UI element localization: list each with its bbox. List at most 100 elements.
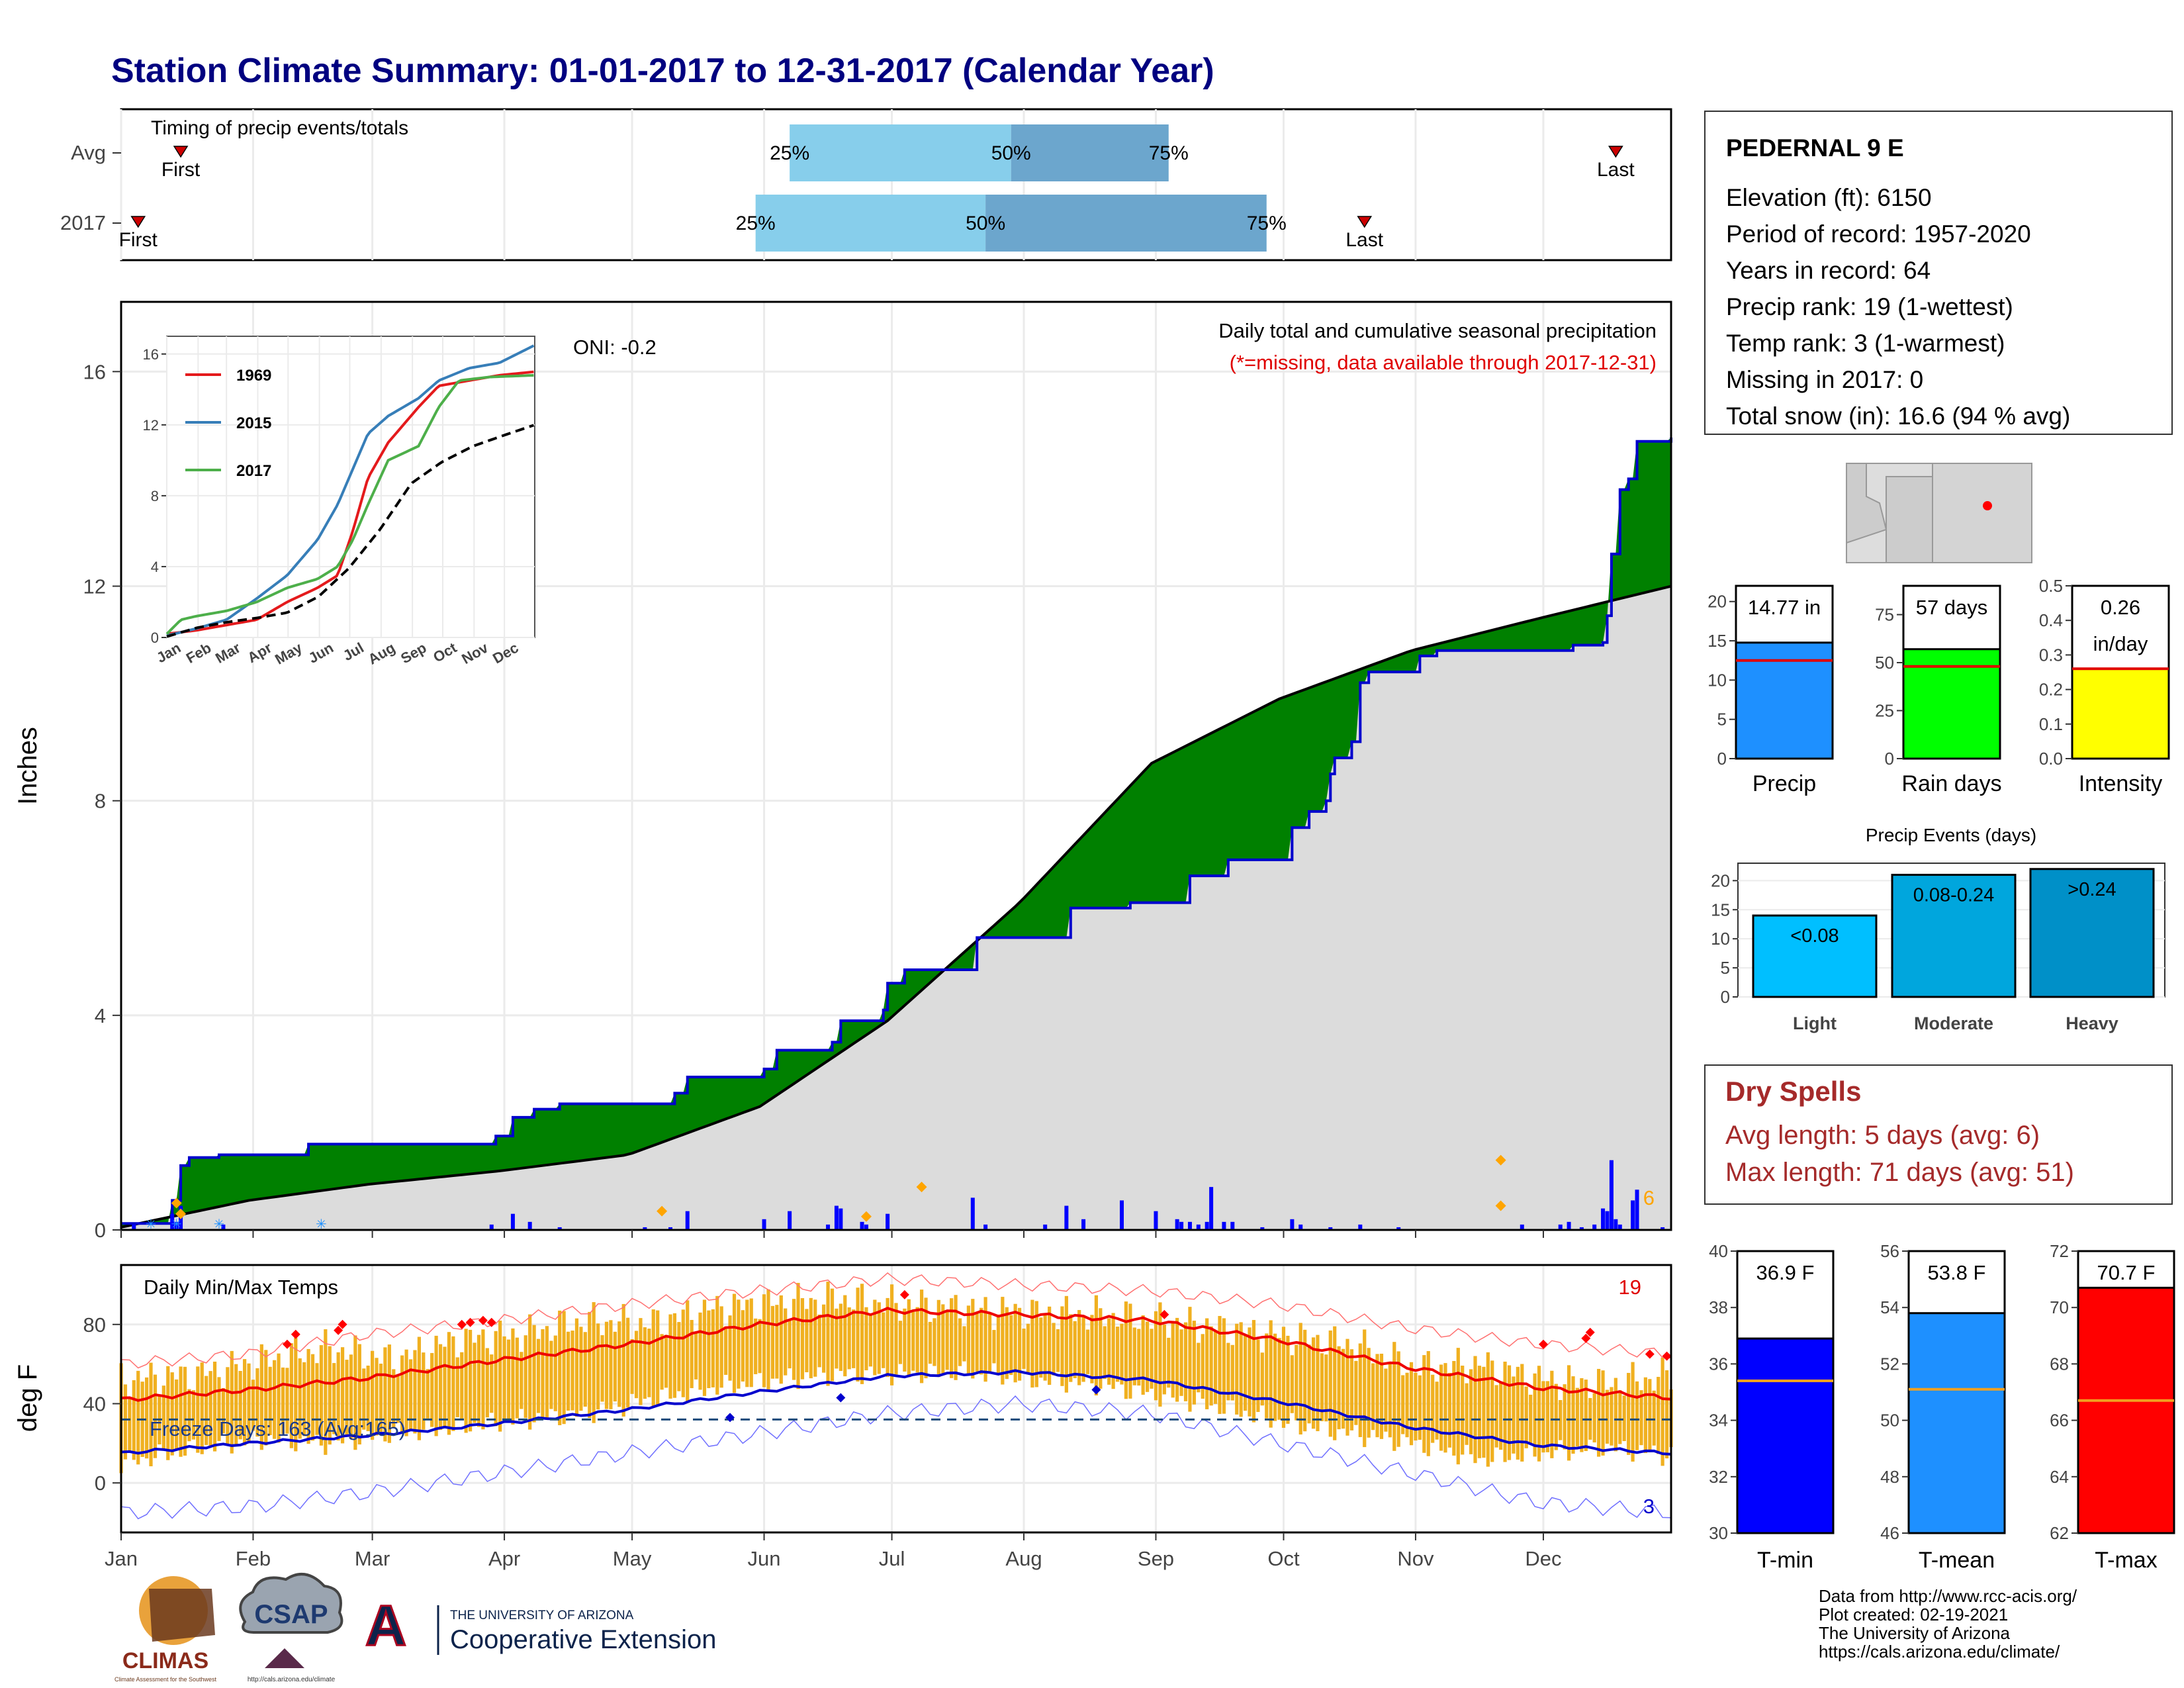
daily-temp-bar xyxy=(1218,1315,1222,1415)
daily-precip-bar xyxy=(132,1224,136,1230)
daily-temp-bar xyxy=(183,1366,187,1456)
daily-temp-bar xyxy=(915,1307,919,1373)
daily-temp-bar xyxy=(285,1368,289,1434)
daily-temp-bar xyxy=(639,1318,643,1405)
daily-temp-bar xyxy=(1060,1306,1064,1386)
daily-precip-bar xyxy=(1661,1227,1665,1230)
daily-temp-bar xyxy=(737,1299,741,1389)
daily-temp-bar xyxy=(1631,1362,1635,1462)
daily-temp-bar xyxy=(1499,1382,1503,1450)
daily-temp-bar xyxy=(954,1295,958,1380)
daily-precip-bar xyxy=(1222,1221,1226,1230)
daily-precip-bar xyxy=(1592,1224,1597,1230)
daily-temp-bar xyxy=(226,1367,230,1445)
daily-temp-bar xyxy=(460,1352,464,1420)
daily-temp-bar xyxy=(707,1310,711,1389)
temp-summary-y-tick-label: 38 xyxy=(1709,1297,1728,1317)
station-info-line: Years in record: 64 xyxy=(1726,257,1931,284)
missing-data-marker xyxy=(171,1197,182,1209)
climas-wordmark: CLIMAS xyxy=(122,1648,208,1673)
daily-temp-bar xyxy=(882,1312,886,1368)
daily-temp-bar xyxy=(1222,1318,1226,1414)
daily-temp-bar xyxy=(681,1309,685,1397)
daily-temp-bar xyxy=(468,1329,473,1432)
station-location-marker xyxy=(1983,501,1992,510)
daily-temp-bar xyxy=(387,1344,391,1443)
daily-temp-bar xyxy=(911,1310,915,1371)
daily-temp-bar xyxy=(319,1345,324,1446)
daily-temp-bar xyxy=(490,1354,494,1413)
summary-bar-y-tick-label: 15 xyxy=(1707,631,1727,651)
precip-events-title: Precip Events (days) xyxy=(1866,825,2036,845)
daily-temp-bar xyxy=(749,1298,753,1387)
daily-temp-bar xyxy=(1162,1325,1166,1395)
daily-temp-bar xyxy=(766,1289,770,1389)
daily-temp-bar xyxy=(1388,1362,1392,1438)
daily-temp-bar xyxy=(621,1303,625,1417)
timing-panel: Timing of precip events/totals Avg 25% 50%… xyxy=(60,108,1672,261)
events-y-tick-label: 20 xyxy=(1711,870,1730,890)
daily-precip-bar xyxy=(1230,1221,1235,1230)
daily-temp-bar xyxy=(1150,1329,1154,1389)
temp-summary-y-tick-label: 66 xyxy=(2050,1411,2069,1430)
daily-precip-bar xyxy=(1043,1224,1048,1230)
daily-temp-bar xyxy=(1167,1337,1171,1388)
daily-temp-bar xyxy=(847,1307,851,1370)
snow-marker-icon: ✳ xyxy=(214,1217,225,1232)
daily-precip-bar xyxy=(1179,1221,1184,1230)
summary-bar-category: Rain days xyxy=(1901,771,2001,796)
temp-y-tick-label: 40 xyxy=(83,1392,106,1415)
inset-series-line xyxy=(166,344,535,637)
events-bar xyxy=(1891,874,2017,998)
daily-precip-bar xyxy=(864,1224,868,1230)
daily-temp-bar xyxy=(1447,1372,1452,1448)
temp-summary-y-tick-label: 30 xyxy=(1709,1523,1728,1543)
cold-count: 3 xyxy=(1643,1495,1655,1518)
daily-temp-bar xyxy=(1171,1323,1175,1398)
missing-data-marker xyxy=(860,1211,872,1222)
daily-temp-bar xyxy=(1639,1390,1643,1446)
daily-temp-bar xyxy=(413,1350,417,1434)
csap-logo: CSAP http://cals.arizona.edu/climate xyxy=(239,1573,343,1683)
daily-temp-bar xyxy=(234,1364,238,1445)
record-high-marker xyxy=(1585,1327,1595,1337)
temp-summary-y-tick-label: 34 xyxy=(1709,1411,1728,1430)
timing-bar-q50-q75 xyxy=(1011,124,1169,181)
summary-bar-fill xyxy=(1735,641,1834,760)
daily-precip-bar xyxy=(1205,1221,1209,1230)
events-category: Moderate xyxy=(1914,1013,1993,1033)
daily-temp-bar xyxy=(1048,1306,1052,1385)
daily-temp-bar xyxy=(1183,1322,1188,1401)
daily-temp-bar xyxy=(613,1331,617,1402)
daily-precip-bar xyxy=(1614,1219,1618,1230)
daily-temp-bar xyxy=(579,1327,583,1411)
daily-temp-bar xyxy=(690,1319,694,1389)
precip-y-tick-label: 0 xyxy=(95,1219,106,1242)
daily-temp-bar xyxy=(294,1337,298,1452)
events-y-tick-label: 10 xyxy=(1711,929,1730,949)
cumulative-2017-line xyxy=(121,438,1672,1225)
precip-panel: ✳ ✳ ✳ ✳ Daily total and cumulative seasonal… xyxy=(13,301,1672,1242)
daily-temp-bar xyxy=(447,1332,451,1435)
temp-ylabel: deg F xyxy=(13,1364,42,1432)
temp-summary-y-tick-label: 72 xyxy=(2050,1241,2069,1261)
station-name: PEDERNAL 9 E xyxy=(1726,134,1904,162)
station-box: PEDERNAL 9 E Elevation (ft): 6150 Period … xyxy=(1704,111,2173,435)
timing-bar-q50-q75 xyxy=(985,195,1267,252)
daily-temp-bar xyxy=(719,1306,723,1388)
daily-precip-bar xyxy=(1154,1211,1158,1230)
daily-temp-bar xyxy=(558,1310,562,1426)
daily-temp-bar xyxy=(340,1347,345,1444)
map-state-az xyxy=(1886,476,1933,563)
temp-summary-category: T-min xyxy=(1757,1548,1813,1573)
daily-temp-bar xyxy=(1205,1318,1209,1409)
daily-temp-bar xyxy=(715,1295,719,1395)
daily-temp-bar xyxy=(741,1310,745,1382)
daily-temp-bar xyxy=(221,1387,226,1434)
daily-precip-bar xyxy=(834,1205,839,1230)
daily-temp-bar xyxy=(145,1377,149,1459)
daily-temp-bar xyxy=(217,1377,221,1441)
missing-data-marker xyxy=(916,1182,927,1193)
daily-temp-bar xyxy=(1056,1329,1060,1372)
daily-temp-bar xyxy=(962,1326,966,1362)
